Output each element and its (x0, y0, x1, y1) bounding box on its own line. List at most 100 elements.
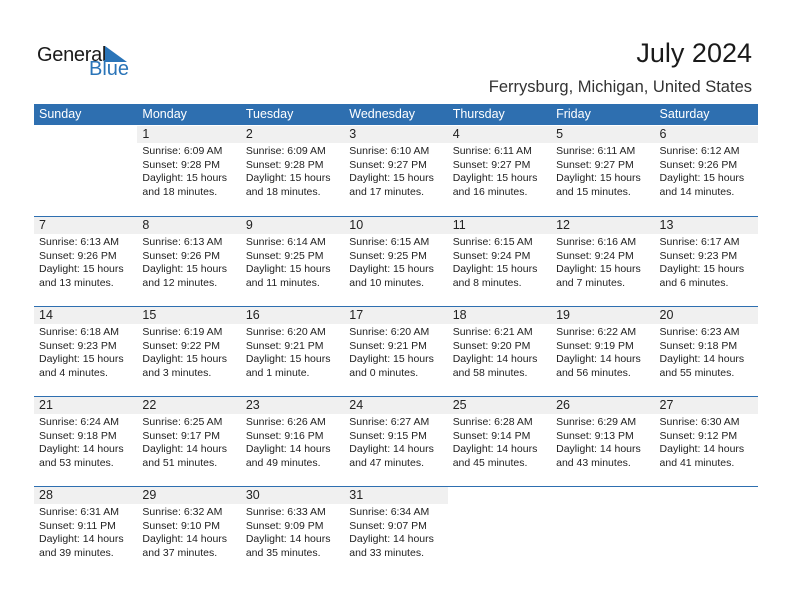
sunrise-text: Sunrise: 6:15 AM (349, 236, 430, 248)
sunrise-text: Sunrise: 6:22 AM (556, 326, 637, 338)
sunset-text: Sunset: 9:19 PM (556, 339, 634, 352)
daylight-text: Daylight: 14 hours (39, 533, 124, 545)
day-info: Sunrise: 6:17 AM Sunset: 9:23 PM Daylight:… (655, 234, 758, 290)
daylight-text: Daylight: 15 hours (349, 172, 434, 184)
sunrise-text: Sunrise: 6:14 AM (245, 236, 326, 248)
week-row: 7 Sunrise: 6:13 AM Sunset: 9:26 PM Daylight… (34, 216, 758, 307)
minutes-text: and 58 minutes. (452, 366, 528, 379)
minutes-text: and 37 minutes. (142, 546, 218, 559)
day-number: 17 (344, 307, 448, 324)
day-number: 26 (551, 397, 655, 414)
daylight-text: Daylight: 15 hours (349, 353, 434, 365)
weekday-monday: Monday (142, 107, 187, 121)
minutes-text: and 45 minutes. (452, 456, 528, 469)
day-cell: 20 Sunrise: 6:23 AM Sunset: 9:18 PM Dayligh… (654, 307, 758, 397)
day-info: Sunrise: 6:20 AM Sunset: 9:21 PM Daylight:… (344, 324, 447, 380)
daylight-text: Daylight: 15 hours (39, 353, 124, 365)
daylight-text: Daylight: 15 hours (452, 172, 538, 184)
day-info: Sunrise: 6:24 AM Sunset: 9:18 PM Daylight:… (34, 414, 137, 470)
minutes-text: and 12 minutes. (142, 276, 218, 289)
sunset-text: Sunset: 9:23 PM (39, 339, 117, 352)
sunrise-text: Sunrise: 6:30 AM (659, 416, 740, 428)
daylight-text: Daylight: 14 hours (659, 443, 745, 455)
sunset-text: Sunset: 9:27 PM (349, 158, 427, 171)
day-cell: 15 Sunrise: 6:19 AM Sunset: 9:22 PM Dayligh… (137, 307, 241, 397)
minutes-text: and 35 minutes. (245, 546, 321, 559)
day-info: Sunrise: 6:19 AM Sunset: 9:22 PM Daylight:… (137, 324, 240, 380)
sunset-text: Sunset: 9:24 PM (452, 249, 531, 262)
minutes-text: and 14 minutes. (659, 185, 735, 198)
sunrise-text: Sunrise: 6:23 AM (659, 326, 740, 338)
minutes-text: and 15 minutes. (556, 185, 631, 198)
sunrise-text: Sunrise: 6:11 AM (556, 145, 636, 157)
day-number: 13 (654, 217, 758, 234)
daylight-text: Daylight: 14 hours (659, 353, 745, 365)
day-cell: 12 Sunrise: 6:16 AM Sunset: 9:24 PM Dayligh… (551, 217, 655, 307)
weekday-thursday: Thursday (452, 107, 505, 121)
day-number: 2 (240, 126, 345, 143)
week-row: 28 Sunrise: 6:31 AM Sunset: 9:11 PM Dayligh… (34, 486, 758, 577)
minutes-text: and 4 minutes. (39, 366, 108, 379)
sunrise-text: Sunrise: 6:33 AM (245, 506, 326, 518)
minutes-text: and 56 minutes. (556, 366, 631, 379)
week-row: 1 Sunrise: 6:09 AM Sunset: 9:28 PM Daylight… (34, 126, 758, 216)
sunset-text: Sunset: 9:21 PM (245, 339, 324, 352)
day-info: Sunrise: 6:09 AM Sunset: 9:28 PM Daylight:… (137, 143, 240, 199)
sunset-text: Sunset: 9:20 PM (452, 339, 531, 352)
day-number: 9 (240, 217, 345, 234)
day-number: 24 (344, 397, 448, 414)
minutes-text: and 18 minutes. (245, 185, 321, 198)
day-cell: 14 Sunrise: 6:18 AM Sunset: 9:23 PM Dayligh… (34, 307, 138, 397)
day-cell: 19 Sunrise: 6:22 AM Sunset: 9:19 PM Dayligh… (551, 307, 655, 397)
empty-cell (551, 487, 654, 577)
minutes-text: and 11 minutes. (245, 276, 320, 289)
daylight-text: Daylight: 15 hours (556, 263, 641, 275)
sunset-text: Sunset: 9:16 PM (245, 429, 324, 442)
day-cell: 1 Sunrise: 6:09 AM Sunset: 9:28 PM Daylight… (137, 126, 241, 216)
day-cell: 24 Sunrise: 6:27 AM Sunset: 9:15 PM Dayligh… (344, 397, 448, 487)
daylight-text: Daylight: 15 hours (659, 172, 745, 184)
empty-cell (448, 487, 551, 577)
day-number: 6 (654, 126, 758, 143)
day-info: Sunrise: 6:26 AM Sunset: 9:16 PM Daylight:… (241, 414, 344, 470)
sunrise-text: Sunrise: 6:19 AM (142, 326, 223, 338)
minutes-text: and 17 minutes. (349, 185, 424, 198)
sunrise-text: Sunrise: 6:24 AM (39, 416, 119, 428)
day-info: Sunrise: 6:15 AM Sunset: 9:24 PM Daylight:… (448, 234, 551, 290)
minutes-text: and 8 minutes. (452, 276, 522, 289)
day-info: Sunrise: 6:29 AM Sunset: 9:13 PM Daylight:… (551, 414, 654, 470)
day-number: 31 (344, 487, 448, 504)
sunset-text: Sunset: 9:26 PM (39, 249, 117, 262)
week-row: 14 Sunrise: 6:18 AM Sunset: 9:23 PM Dayligh… (34, 306, 758, 397)
day-info: Sunrise: 6:31 AM Sunset: 9:11 PM Daylight:… (34, 504, 137, 560)
minutes-text: and 10 minutes. (349, 276, 424, 289)
sunset-text: Sunset: 9:11 PM (39, 519, 116, 532)
sunrise-text: Sunrise: 6:20 AM (245, 326, 326, 338)
sunset-text: Sunset: 9:09 PM (245, 519, 324, 532)
day-cell: 23 Sunrise: 6:26 AM Sunset: 9:16 PM Dayligh… (240, 397, 345, 487)
day-number: 22 (137, 397, 241, 414)
minutes-text: and 1 minute. (245, 366, 310, 379)
daylight-text: Daylight: 14 hours (556, 353, 641, 365)
day-cell: 7 Sunrise: 6:13 AM Sunset: 9:26 PM Daylight… (34, 217, 138, 307)
sunrise-text: Sunrise: 6:31 AM (39, 506, 119, 518)
day-number: 4 (447, 126, 552, 143)
day-number: 21 (34, 397, 138, 414)
day-cell: 4 Sunrise: 6:11 AM Sunset: 9:27 PM Daylight… (447, 126, 552, 216)
day-cell: 11 Sunrise: 6:15 AM Sunset: 9:24 PM Dayligh… (447, 217, 552, 307)
sunrise-text: Sunrise: 6:28 AM (452, 416, 533, 428)
sunrise-text: Sunrise: 6:09 AM (142, 145, 223, 157)
day-number: 30 (240, 487, 345, 504)
minutes-text: and 49 minutes. (245, 456, 321, 469)
day-info: Sunrise: 6:11 AM Sunset: 9:27 PM Daylight:… (448, 143, 551, 199)
daylight-text: Daylight: 15 hours (142, 353, 228, 365)
daylight-text: Daylight: 15 hours (349, 263, 434, 275)
sunrise-text: Sunrise: 6:20 AM (349, 326, 430, 338)
day-cell: 22 Sunrise: 6:25 AM Sunset: 9:17 PM Dayligh… (137, 397, 241, 487)
daylight-text: Daylight: 14 hours (142, 533, 228, 545)
daylight-text: Daylight: 15 hours (452, 263, 538, 275)
sunrise-text: Sunrise: 6:26 AM (245, 416, 326, 428)
daylight-text: Daylight: 14 hours (556, 443, 641, 455)
minutes-text: and 43 minutes. (556, 456, 631, 469)
